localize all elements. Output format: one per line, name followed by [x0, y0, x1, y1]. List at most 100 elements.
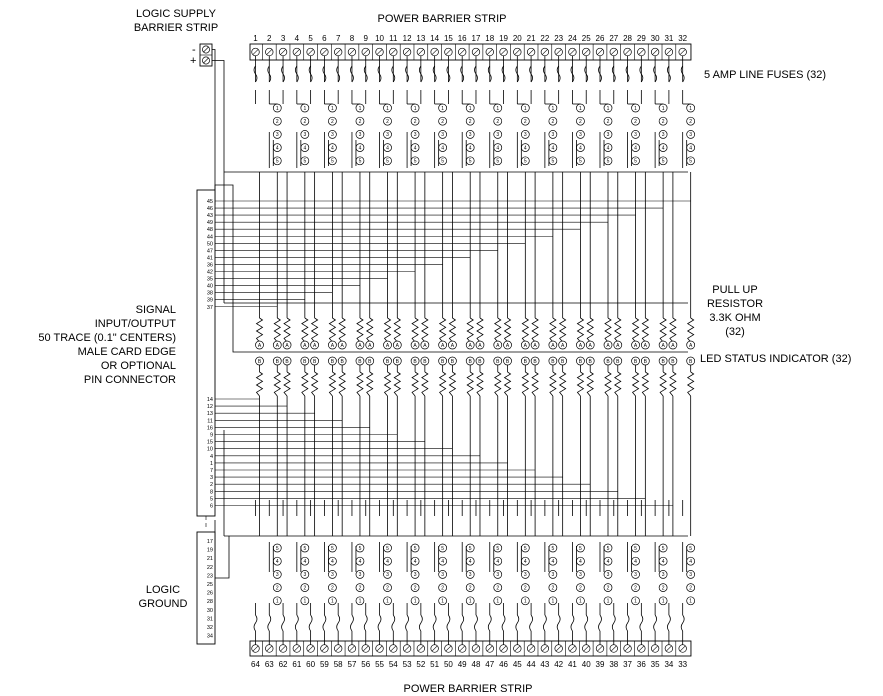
bottom-module-pin-text: 1 [303, 599, 306, 605]
top-module-pin-text: 1 [359, 106, 362, 112]
line-fuse [322, 614, 327, 632]
bottom-module-pin [520, 583, 530, 592]
pullup-resistor-lower [411, 371, 419, 397]
top-terminal-screw-slot [652, 49, 658, 55]
line-fuse [322, 65, 327, 83]
connector-pin-number: 7 [210, 468, 213, 474]
top-module-pin [355, 130, 365, 139]
bottom-module-pin [631, 596, 640, 606]
top-module-pin-text: 2 [689, 119, 692, 125]
pullup-resistor-lower [503, 371, 512, 397]
connector-pin-number: 8 [210, 489, 213, 495]
line-fuse [598, 65, 602, 83]
pullup-resistor-lower [310, 371, 319, 397]
top-terminal-screw-slot [445, 49, 452, 55]
connector-pin-number: 35 [207, 277, 213, 283]
top-terminal-screw-slot [610, 49, 617, 55]
bottom-module-pin-text: 3 [607, 572, 610, 578]
power-barrier-bottom-label: POWER BARRIER STRIP [404, 683, 533, 695]
bottom-module-pin-text: 2 [579, 585, 582, 591]
top-terminal-number: 32 [678, 34, 687, 43]
top-terminal-number: 1 [253, 34, 258, 43]
top-module-pin-text: 4 [359, 145, 362, 151]
pullup-resistor-lower [301, 371, 309, 397]
top-module-pin-text: 4 [331, 145, 334, 151]
bottom-module-pin-text: 5 [689, 546, 692, 552]
pullup-resistor [493, 317, 502, 343]
top-module-pin [658, 130, 668, 139]
line-fuse [653, 65, 658, 83]
top-terminal-screw-slot [500, 49, 507, 55]
top-module-pin-text: 4 [524, 145, 527, 151]
bottom-module-pin-text: 4 [386, 559, 389, 565]
bottom-module-pin [383, 583, 392, 592]
pullup-resistor-lower [586, 371, 594, 397]
led-a-text: A [386, 343, 390, 349]
top-terminal-number: 19 [499, 34, 508, 43]
line-fuse [487, 65, 492, 83]
top-module-pin-text: 5 [469, 159, 472, 165]
top-module-pin-text: 1 [469, 106, 472, 112]
top-terminal-number: 17 [472, 34, 481, 43]
bottom-module-pin-text: 2 [276, 585, 279, 591]
bottom-terminal-screw-slot [528, 645, 534, 652]
bottom-terminal-screw-slot [597, 645, 603, 652]
bottom-module-pin [493, 570, 503, 579]
top-terminal-screw-slot [597, 49, 603, 55]
pullup-resistor-lower [549, 371, 557, 397]
bottom-module-pin-text: 2 [662, 585, 665, 591]
bottom-module-pin [272, 583, 282, 592]
bottom-terminal-number: 48 [472, 660, 481, 669]
connector-pin-number: 5 [210, 496, 213, 502]
top-module-pin-text: 2 [414, 119, 417, 125]
bottom-module-pin [410, 570, 420, 579]
bottom-module-pin-text: 2 [607, 585, 610, 591]
led-b-text: B [358, 359, 362, 365]
bottom-module-pin [465, 596, 475, 606]
top-terminal-screw-slot [431, 49, 438, 55]
led-a [520, 340, 530, 350]
top-module-pin-text: 1 [662, 106, 665, 112]
top-module-pin-text: 3 [276, 132, 279, 138]
pullup-resistor-lower [631, 371, 640, 397]
led-a [686, 340, 696, 350]
pullup-resistor-lower [365, 371, 374, 397]
led-b-text: B [441, 359, 445, 365]
bottom-terminal-number: 54 [389, 660, 398, 669]
top-terminal-screw-slot [266, 49, 273, 55]
top-module-pin-text: 4 [441, 145, 444, 151]
connector-pin-number: 13 [207, 411, 213, 417]
top-terminal-number: 29 [637, 34, 646, 43]
pullup-resistor-lower [531, 371, 539, 397]
bottom-terminal-number: 49 [458, 660, 467, 669]
power-barrier-top-label: POWER BARRIER STRIP [378, 13, 507, 25]
led-a-text: A [469, 343, 473, 349]
connector-pin-number: 40 [207, 284, 213, 290]
bottom-terminal-screw-slot [583, 645, 590, 652]
line-fuse [253, 614, 258, 632]
pullup-resistor [586, 317, 594, 343]
connector-pin-number: 46 [207, 206, 213, 212]
bottom-module-pin [603, 583, 613, 592]
top-module-pin-text: 2 [496, 119, 499, 125]
top-module-pin-text: 2 [331, 119, 334, 125]
pullup-resistor [421, 317, 429, 343]
pullup-resistor [255, 317, 264, 343]
bottom-terminal-screw-slot [652, 645, 658, 652]
led-a-text: A [331, 343, 335, 349]
led-a-text: A [258, 343, 262, 349]
pullup-resistor-lower [273, 371, 282, 397]
line-fuses-label: 5 AMP LINE FUSES (32) [704, 69, 826, 81]
bottom-terminal-screw-slot [431, 645, 438, 652]
pullup-resistor [614, 317, 622, 343]
signal-label-line5: OR OPTIONAL [101, 360, 176, 372]
led-b-text: B [451, 359, 455, 365]
bottom-terminal-screw-slot [569, 645, 576, 652]
line-fuse [446, 65, 451, 83]
signal-label-line2: INPUT/OUTPUT [95, 318, 177, 330]
top-module-pin-text: 3 [607, 132, 610, 138]
top-terminal-screw-slot [349, 49, 355, 55]
bottom-module-pin-text: 1 [689, 599, 692, 605]
led-b-text: B [413, 359, 417, 365]
bottom-module-pin-text: 3 [331, 572, 334, 578]
